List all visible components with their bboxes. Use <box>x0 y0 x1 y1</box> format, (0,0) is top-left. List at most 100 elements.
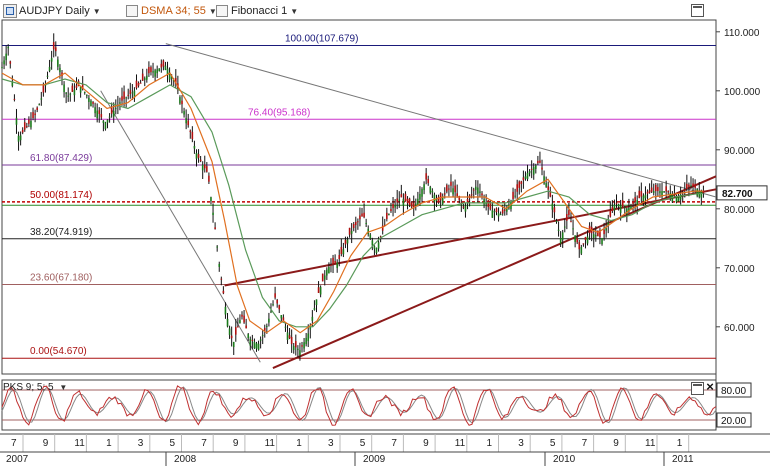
candle-body <box>309 325 312 330</box>
candle-body <box>344 239 347 245</box>
candle-body <box>201 164 204 171</box>
candle-body <box>454 185 456 193</box>
candle-body <box>251 339 254 341</box>
current-price-badge <box>716 185 768 201</box>
candle-body <box>431 190 434 193</box>
candle-body <box>568 210 570 215</box>
year-label: 2008 <box>174 454 197 465</box>
chevron-down-icon: ▼ <box>92 6 101 16</box>
candle-body <box>94 107 96 114</box>
candle-body <box>261 335 264 337</box>
indicator1-label: DSMA 34; 55 <box>141 5 206 17</box>
candle-body <box>172 80 175 82</box>
candle-body <box>245 325 247 329</box>
candle-body <box>166 68 169 75</box>
candle-body <box>21 129 24 133</box>
candle-body <box>135 80 138 89</box>
candle-body <box>350 230 353 234</box>
candle-body <box>392 203 394 209</box>
candle-body <box>640 191 643 197</box>
candle-body <box>686 183 688 189</box>
close-icon[interactable]: × <box>706 379 714 394</box>
candle-body <box>274 293 276 298</box>
indicator1-selector[interactable]: DSMA 34; 55 ▼ <box>126 2 217 20</box>
candle-body <box>108 116 111 118</box>
fib-level-label: 50.00(81.174) <box>30 190 92 201</box>
candle-body <box>278 305 281 310</box>
candle-body <box>657 187 659 192</box>
candle-body <box>659 191 661 194</box>
candle-body <box>305 337 307 345</box>
candle-body <box>158 68 161 72</box>
candle-body <box>121 96 123 101</box>
candle-body <box>203 164 206 169</box>
candle-body <box>443 193 446 195</box>
candle-body <box>75 85 78 88</box>
candle-body <box>626 208 628 215</box>
candle-body <box>34 113 36 116</box>
candle-body <box>77 80 80 86</box>
candle-body <box>609 210 612 217</box>
maximize-icon[interactable] <box>691 382 704 395</box>
candle-body <box>518 181 521 188</box>
candle-body <box>520 181 523 185</box>
candle-body <box>566 214 568 221</box>
oscillator-selector[interactable]: PKS 9; 5; 5 ▼ <box>3 382 67 393</box>
candle-body <box>553 207 556 213</box>
candle-body <box>307 333 310 342</box>
candle-body <box>406 198 409 204</box>
candle-body <box>100 114 103 118</box>
candle-body <box>404 193 407 202</box>
candle-body <box>38 104 41 106</box>
candle-body <box>54 47 57 52</box>
candle-body <box>427 179 430 184</box>
candle-body <box>483 199 485 205</box>
oscillator-level-badge <box>716 382 752 398</box>
y-tick-label: 70.000 <box>724 264 755 275</box>
candle-body <box>270 311 272 313</box>
candle-body <box>563 226 566 228</box>
candle-body <box>375 248 378 254</box>
candle-body <box>448 188 450 190</box>
candle-body <box>386 212 388 220</box>
candle-body <box>636 200 638 207</box>
candle-body <box>623 207 626 209</box>
candle-body <box>195 152 198 159</box>
candle-body <box>110 107 113 114</box>
candle-body <box>421 189 423 197</box>
candle-body <box>700 191 703 198</box>
candle-body <box>429 186 432 193</box>
candle-body <box>663 191 665 193</box>
candle-body <box>230 335 233 339</box>
candle-body <box>601 238 603 245</box>
candle-body <box>603 229 605 235</box>
indicator2-label: Fibonacci 1 <box>231 5 288 17</box>
candle-body <box>650 187 653 192</box>
indicator2-selector[interactable]: Fibonacci 1 ▼ <box>216 2 298 20</box>
candle-body <box>630 205 632 209</box>
x-tick-label: 9 <box>423 438 429 449</box>
candle-body <box>466 198 469 203</box>
candle-body <box>539 160 541 163</box>
candle-body <box>315 299 318 306</box>
candle-body <box>42 85 45 93</box>
candle-body <box>369 234 372 239</box>
candle-body <box>592 234 595 238</box>
symbol-selector[interactable]: AUDJPY Daily ▼ <box>19 2 101 20</box>
candle-body <box>470 194 473 196</box>
x-tick-label: 9 <box>43 438 49 449</box>
candle-body <box>141 73 144 81</box>
plot-frame <box>1 19 717 375</box>
candle-body <box>208 175 210 182</box>
chart-window-icon[interactable] <box>3 4 17 18</box>
candle-body <box>615 202 618 204</box>
candle-body <box>317 287 320 293</box>
candle-body <box>160 63 163 68</box>
candle-body <box>235 327 237 335</box>
candle-body <box>580 247 583 254</box>
candle-body <box>69 93 72 95</box>
oscillator-level-label: 20.00 <box>721 416 746 427</box>
candle-body <box>644 194 647 199</box>
maximize-icon[interactable] <box>691 4 704 17</box>
candle-body <box>475 186 477 190</box>
